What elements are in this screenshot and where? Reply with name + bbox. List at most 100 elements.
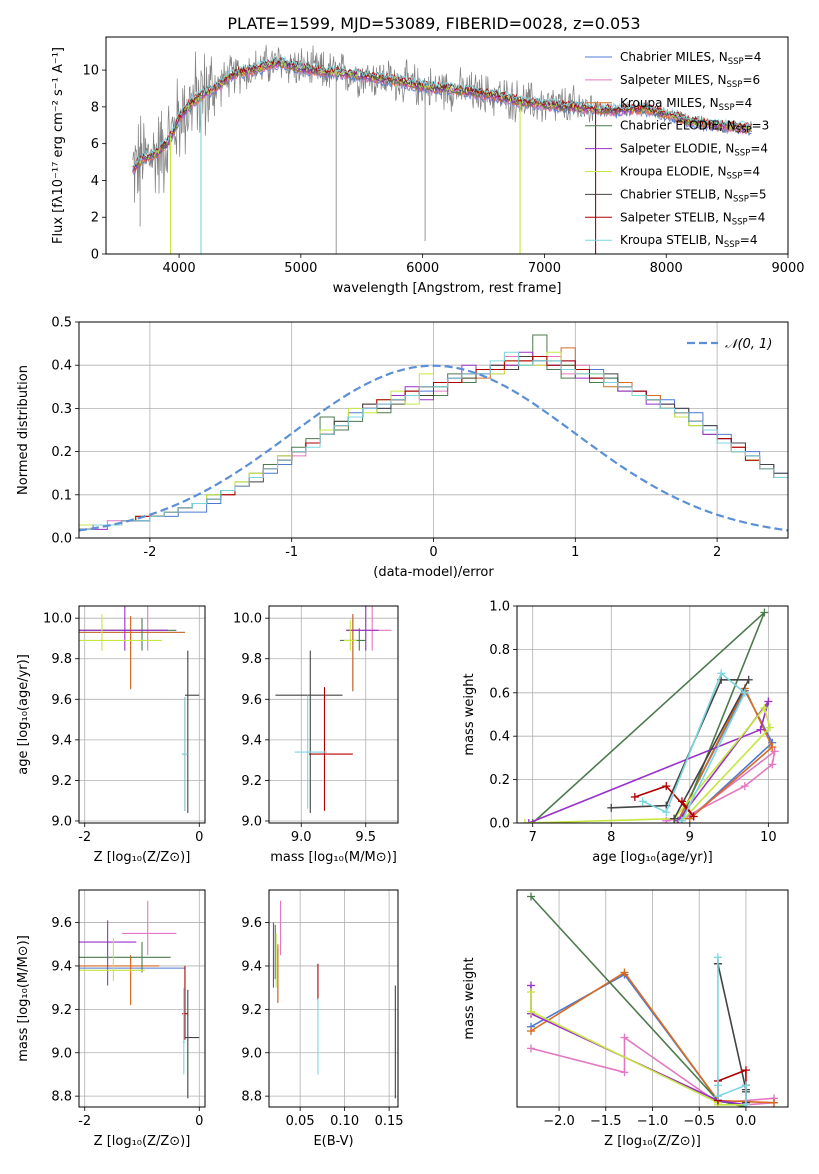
legend-label: Kroupa ELODIE, NSSP=4 (620, 165, 760, 182)
legend-subscript: SSP (734, 149, 750, 159)
age_vs_z-frame (78, 605, 206, 824)
age_vs_z-xtick-label: -2 (78, 830, 91, 845)
legend-text: Salpeter STELIB, N (620, 210, 732, 224)
legend-label: Chabrier STELIB, NSSP=5 (620, 187, 767, 204)
age_vs_mass-frame (268, 605, 399, 824)
legend-text: Kroupa MILES, N (620, 96, 719, 110)
weight_vs_age-ytick-label: 1.0 (489, 600, 510, 615)
legend-subscript: SSP (724, 240, 740, 250)
weight_vs_z-axes: −2.0 −1.5 −1.0 −0.5 0.0 Z [log₁₀(Z/Z⊙)] mass w… (462, 890, 756, 1149)
mass_vs_ebv-ytick-label: 9.6 (241, 916, 262, 931)
figure-title: PLATE=1599, MJD=53089, FIBERID=0028, z=0… (227, 14, 640, 33)
mass_vs_ebv-xtick-label: 0.15 (375, 1114, 404, 1129)
normal-curve (79, 364, 788, 532)
legend-label: 𝒩(0, 1) (725, 337, 772, 352)
residuals-ytick-label: 0.1 (51, 488, 72, 503)
residuals-ytick-label: 0.4 (51, 359, 72, 374)
weight_vs_age-xlabel: age [log₁₀(age/yr)] (592, 850, 713, 865)
histogram-step (79, 351, 788, 530)
mass_vs_z-ytick-label: 9.4 (51, 959, 72, 974)
age_vs_mass-ytick-label: 9.6 (241, 693, 262, 708)
residuals-ytick-label: 0.5 (51, 316, 72, 331)
age_vs_z-ytick-label: 9.6 (51, 693, 72, 708)
spectrum-ylabel: Flux [fλ10⁻¹⁷ erg cm⁻² s⁻¹ A⁻¹] (51, 47, 66, 244)
spectrum-ytick-label: 4 (91, 174, 99, 189)
spectrum-ytick-label: 8 (91, 100, 99, 115)
residuals-plot (79, 334, 788, 532)
mass_vs_ebv-xtick-label: 0.05 (286, 1114, 315, 1129)
mass_vs_z-ytick-label: 9.2 (51, 1003, 72, 1018)
legend-value: =5 (749, 187, 767, 201)
age_vs_mass-axes: 9.0 9.5 9.0 9.2 9.4 9.6 9.8 10.0 mass [log₁₀(M/M… (233, 606, 398, 865)
residuals-xtick-label: 2 (713, 545, 721, 560)
weight_vs_age-ytick-label: 0.6 (489, 686, 510, 701)
weight_vs_age-ylabel: mass weight (462, 673, 477, 755)
age_vs_mass-plot (275, 606, 392, 813)
legend-label: Chabrier MILES, NSSP=4 (620, 50, 761, 67)
mass_vs_z-plot (79, 900, 200, 1099)
mass_vs_ebv-ytick-label: 9.2 (241, 1003, 262, 1018)
histogram-step (79, 360, 788, 530)
histogram-step (79, 351, 788, 530)
weight_vs_age-xtick-label: 9 (686, 830, 694, 845)
age_vs_mass-ytick-label: 9.2 (241, 774, 262, 789)
weight-line (717, 1068, 747, 1101)
residuals-xlabel: (data-model)/error (373, 565, 494, 580)
legend-subscript: SSP (728, 57, 744, 67)
weight_vs_z-xtick-label: −2.0 (543, 1114, 575, 1129)
legend-subscript: SSP (727, 80, 743, 90)
histogram-step (79, 356, 788, 530)
spectrum-model-line (132, 55, 752, 170)
weight_vs_age-ytick-label: 0.0 (489, 817, 510, 832)
weight_vs_age-ytick-label: 0.8 (489, 643, 510, 658)
residuals-ytick-label: 0.2 (51, 445, 72, 460)
age_vs_mass-ytick-label: 9.4 (241, 733, 262, 748)
residuals-xtick-label: 1 (571, 545, 579, 560)
legend-text: Salpeter ELODIE, N (620, 142, 734, 156)
spectrum-ytick-label: 0 (91, 248, 99, 263)
legend-text: Chabrier STELIB, N (620, 187, 733, 201)
mass_vs_ebv-plot (272, 900, 396, 1099)
weight-line (717, 963, 747, 1103)
mass_vs_z-xlabel: Z [log₁₀(Z/Z⊙)] (94, 1134, 191, 1149)
legend-label: Kroupa STELIB, NSSP=4 (620, 233, 758, 250)
spectrum-xtick-label: 8000 (650, 261, 683, 276)
legend-subscript: SSP (733, 194, 749, 204)
spectrum-xtick-label: 5000 (284, 261, 317, 276)
weight_vs_age-xtick-label: 8 (607, 830, 615, 845)
weight_vs_age-axes: 7 8 9 10 0.0 0.2 0.4 0.6 0.8 1.0 age [log₁₀(age/yr… (462, 600, 788, 865)
age_vs_z-ytick-label: 9.2 (51, 774, 72, 789)
weight_vs_age-ytick-label: 0.4 (489, 730, 510, 745)
weight_vs_age-xtick-label: 7 (529, 830, 537, 845)
mass_vs_z-ytick-label: 9.0 (51, 1046, 72, 1061)
mass_vs_ebv-frame (268, 889, 399, 1108)
legend-label: Salpeter STELIB, NSSP=4 (620, 210, 765, 227)
legend-text: Kroupa ELODIE, N (620, 165, 727, 179)
legend-value: =6 (742, 73, 760, 87)
weight_vs_z-xtick-label: −1.5 (590, 1114, 622, 1129)
legend-text: Chabrier MILES, N (620, 50, 728, 64)
age_vs_z-ytick-label: 9.4 (51, 733, 72, 748)
mass_vs_z-xtick-label: -2 (78, 1114, 91, 1129)
legend-value: =4 (742, 165, 760, 179)
legend-subscript: SSP (732, 217, 748, 227)
weight_vs_z-xtick-label: 0.0 (736, 1114, 757, 1129)
weight_vs_age-ytick-label: 0.2 (489, 773, 510, 788)
mass_vs_ebv-xtick-label: 0.10 (330, 1114, 359, 1129)
legend-subscript: SSP (736, 126, 752, 136)
spectrum-xlabel: wavelength [Angstrom, rest frame] (333, 281, 562, 296)
legend-subscript: SSP (719, 103, 735, 113)
legend-label: Kroupa MILES, NSSP=4 (620, 96, 752, 113)
age_vs_z-xtick-label: 0 (195, 830, 203, 845)
legend-subscript: SSP (727, 172, 743, 182)
spectrum-axes: 4000 5000 6000 7000 8000 9000 0 2 4 6 8 10 wavelengt… (51, 47, 805, 296)
histogram-step (79, 334, 788, 530)
spectrum-xtick-label: 9000 (771, 261, 804, 276)
spectrum-xtick-label: 6000 (406, 261, 439, 276)
spectrum-xtick-label: 7000 (528, 261, 561, 276)
legend-value: =4 (735, 96, 753, 110)
legend-text: Chabrier ELODIE, N (620, 119, 736, 133)
weight-line (642, 671, 746, 822)
